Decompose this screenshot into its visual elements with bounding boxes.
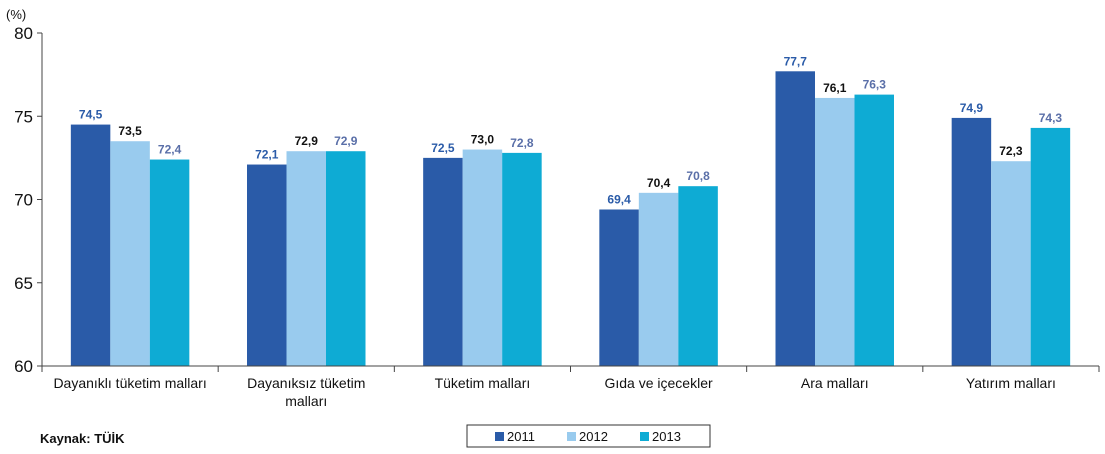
- x-category-label: Yatırım malları: [966, 375, 1056, 391]
- bars: 74,5 73,5 72,4 72,1 72,9 72,9 72,5 73,0 72,8 69,4…: [70, 54, 1071, 367]
- data-label: 74,9: [960, 101, 984, 115]
- data-label: 72,5: [431, 141, 455, 155]
- bar: [638, 192, 679, 366]
- y-tick-label: 70: [14, 191, 33, 210]
- legend-swatch: [495, 432, 504, 441]
- x-category-label: Ara malları: [801, 375, 869, 391]
- bar: [502, 152, 542, 366]
- data-label: 70,8: [686, 169, 710, 183]
- bar: [678, 186, 718, 366]
- source-note: Kaynak: TÜİK: [40, 431, 125, 446]
- legend-box: [466, 424, 711, 448]
- bar: [110, 141, 150, 366]
- bar: [599, 209, 639, 366]
- data-label: 72,8: [510, 136, 534, 150]
- data-label: 76,1: [823, 81, 847, 95]
- bar: [951, 117, 992, 366]
- legend: 2011 2012 2013: [466, 424, 711, 448]
- data-label: 72,3: [999, 144, 1023, 158]
- x-category-label: Gıda ve içecekler: [604, 375, 712, 391]
- bar: [854, 94, 894, 366]
- data-label: 77,7: [784, 54, 808, 68]
- bar: [423, 157, 463, 366]
- x-category-label: Dayanıklı tüketim malları: [53, 375, 206, 391]
- data-label: 74,5: [79, 108, 103, 122]
- x-axis: Dayanıklı tüketim malları Dayanıksız tüke…: [41, 365, 1100, 409]
- data-label: 73,5: [118, 124, 142, 138]
- bar: [247, 164, 287, 366]
- data-label: 76,3: [863, 78, 887, 92]
- bar: [775, 71, 815, 367]
- data-label: 70,4: [647, 176, 671, 190]
- bar: [149, 159, 190, 366]
- data-label: 73,0: [471, 133, 495, 147]
- data-label: 72,9: [295, 134, 319, 148]
- y-tick-label: 80: [14, 24, 33, 43]
- x-category-label: Tüketim malları: [435, 375, 531, 391]
- bar: [286, 151, 326, 366]
- bar: [70, 124, 111, 366]
- x-category-label: Dayanıksız tüketim malları: [247, 375, 365, 409]
- y-axis: 60 65 70 75 80: [14, 24, 43, 376]
- y-unit-label: (%): [6, 7, 26, 22]
- data-label: 72,4: [158, 143, 182, 157]
- data-label: 69,4: [607, 192, 631, 206]
- legend-swatch: [640, 432, 649, 441]
- data-label: 74,3: [1039, 111, 1063, 125]
- y-tick-label: 75: [14, 107, 33, 126]
- legend-label: 2013: [652, 429, 681, 444]
- legend-label: 2012: [579, 429, 608, 444]
- bar: [991, 161, 1031, 366]
- data-label: 72,9: [334, 134, 358, 148]
- legend-swatch: [567, 432, 576, 441]
- bar: [462, 149, 503, 366]
- legend-label: 2011: [507, 429, 535, 444]
- y-tick-label: 60: [14, 357, 33, 376]
- bar: [1030, 127, 1071, 366]
- bar: [326, 151, 366, 366]
- data-label: 72,1: [255, 148, 279, 162]
- y-tick-label: 65: [14, 274, 33, 293]
- bar: [815, 97, 855, 366]
